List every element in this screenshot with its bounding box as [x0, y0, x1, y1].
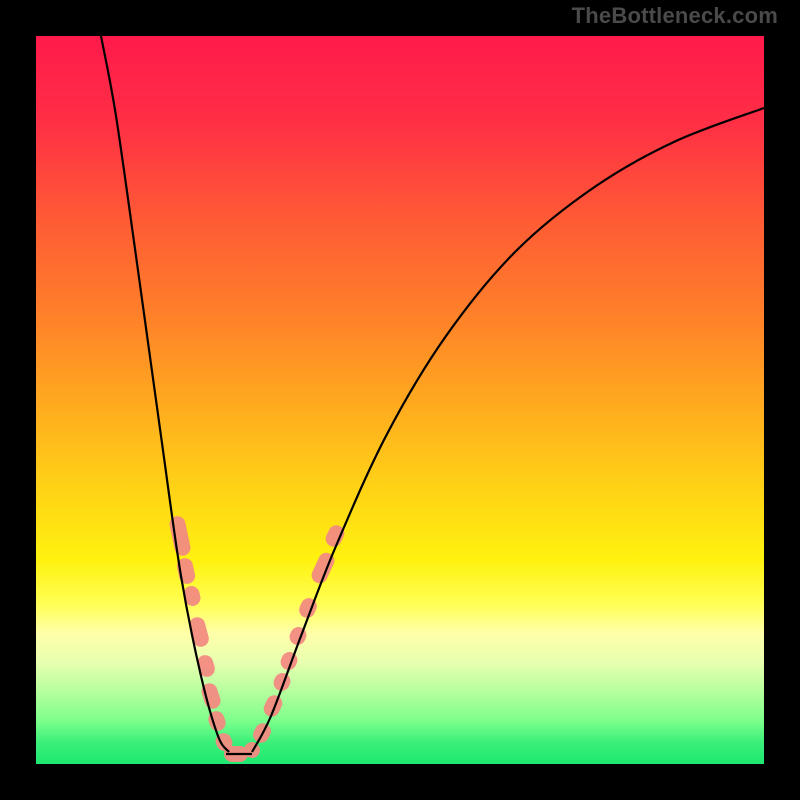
frame-right: [764, 0, 800, 800]
frame-bottom: [0, 764, 800, 800]
watermark-text: TheBottleneck.com: [572, 3, 778, 29]
bottleneck-curve-svg: [36, 36, 764, 764]
gradient-background: [36, 36, 764, 764]
chart-plot-area: [36, 36, 764, 764]
frame-left: [0, 0, 36, 800]
